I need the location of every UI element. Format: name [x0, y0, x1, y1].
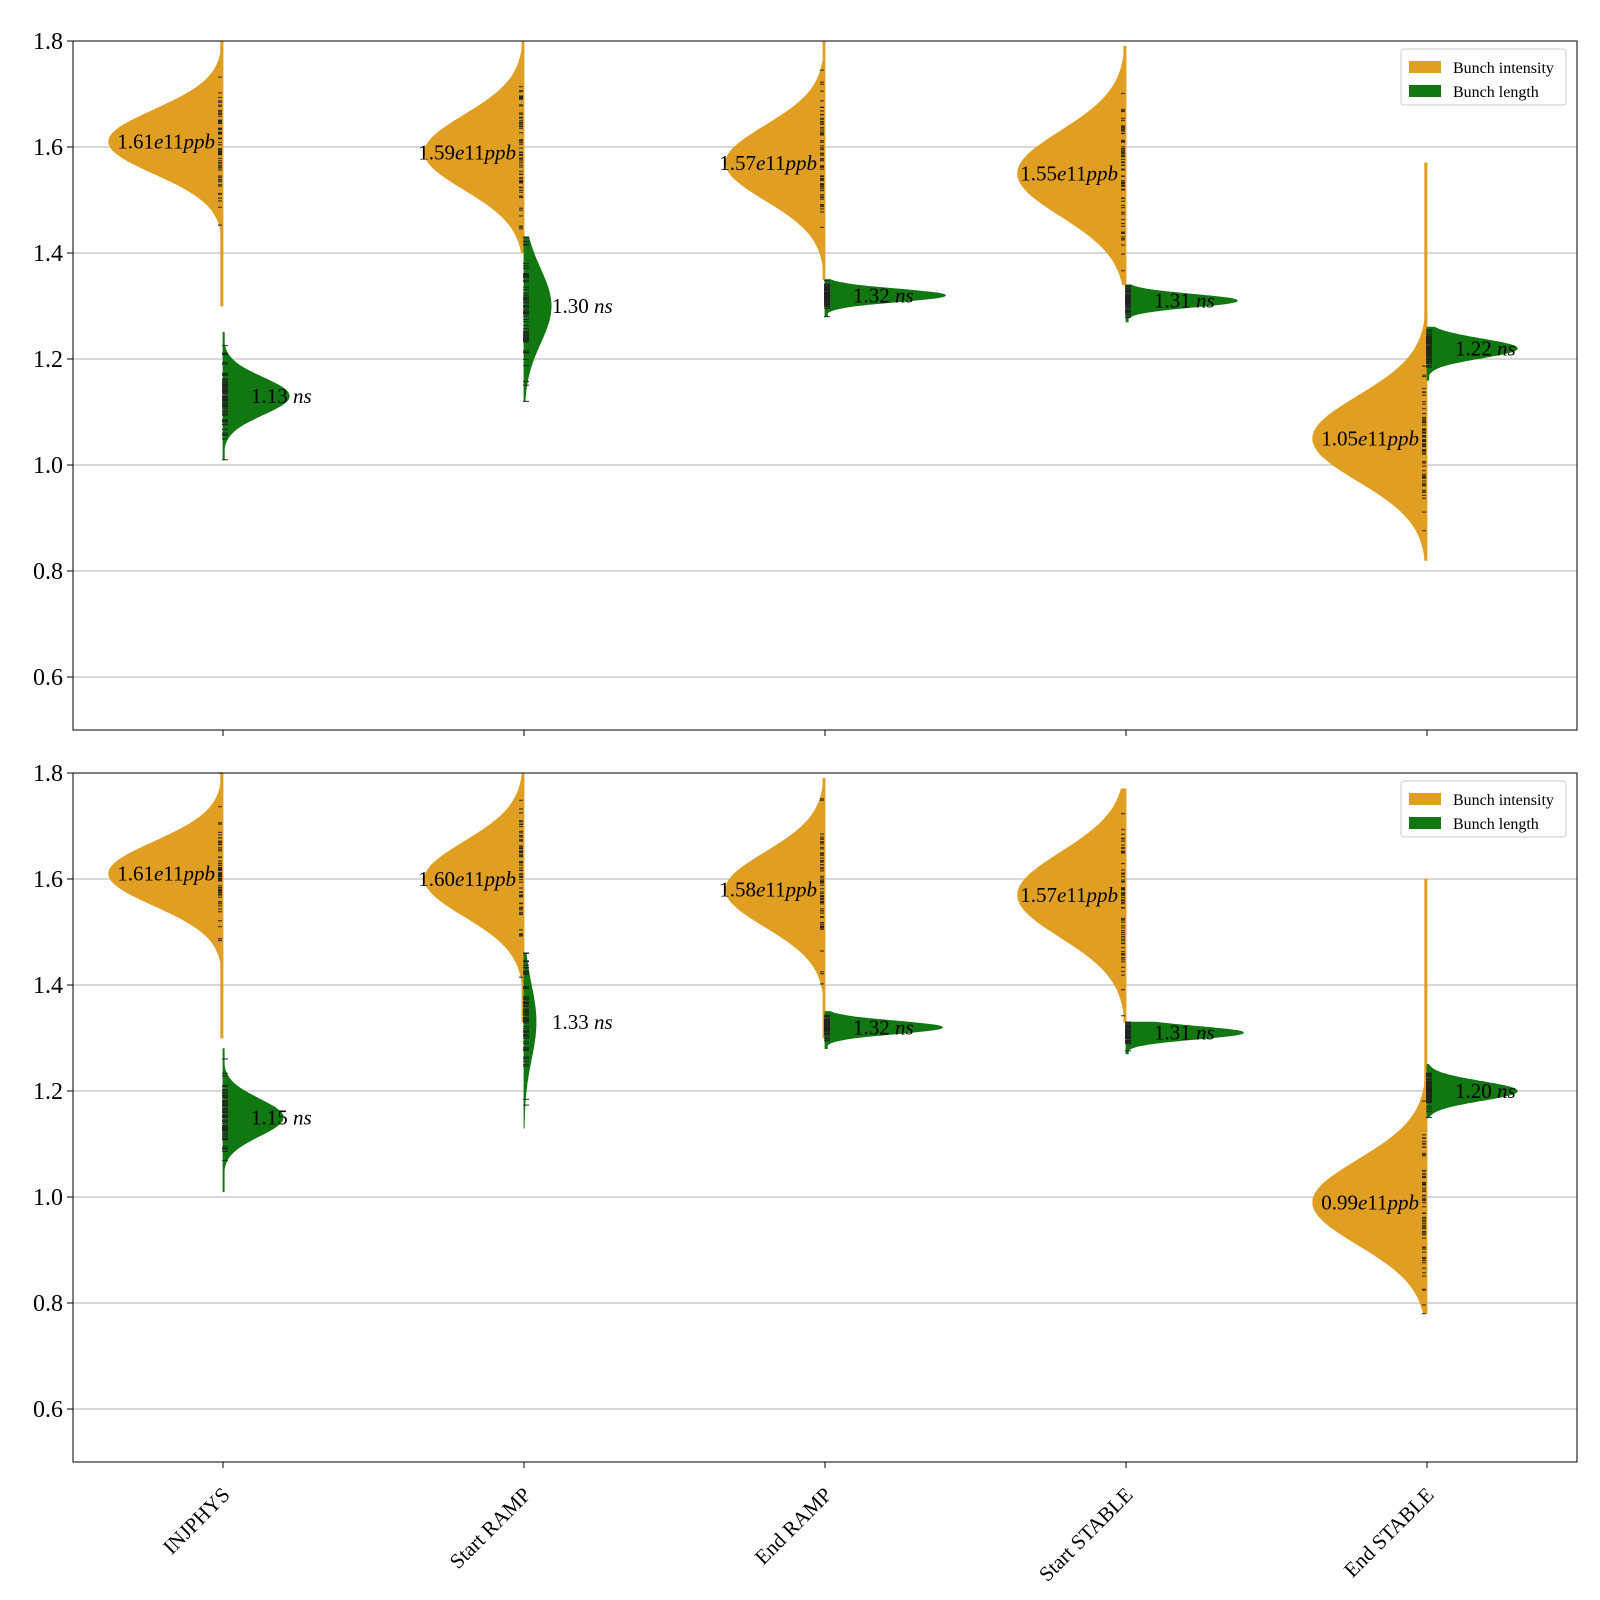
violin-samples	[523, 236, 529, 402]
violin-left-injphys	[108, 772, 224, 1039]
value-label-right: 1.22 ns	[1455, 336, 1516, 360]
violin-left-start-stable	[1017, 45, 1127, 286]
y-tick-label: 1.2	[33, 1079, 63, 1105]
y-tick-label: 0.8	[33, 1291, 63, 1317]
y-tick-label: 1.6	[33, 135, 63, 161]
y-tick-label: 0.6	[33, 665, 63, 691]
violin-right-start-stable	[1125, 284, 1238, 323]
violin-samples	[824, 1014, 830, 1042]
value-label-right: 1.33 ns	[552, 1010, 613, 1034]
value-label-left: 1.60e11ppb	[418, 867, 516, 891]
violin-left-injphys	[108, 40, 224, 307]
value-label-left: 1.05e11ppb	[1321, 427, 1419, 451]
value-label-left: 1.55e11ppb	[1020, 162, 1118, 186]
y-tick-label: 1.4	[33, 241, 63, 267]
value-label-left: 1.61e11ppb	[117, 862, 215, 886]
violin-samples	[1125, 285, 1131, 319]
legend-box	[1400, 48, 1567, 106]
legend-swatch	[1409, 61, 1441, 73]
violin-samples	[1121, 813, 1125, 1017]
violin-samples	[222, 1058, 228, 1162]
value-label-left: 1.61e11ppb	[117, 130, 215, 154]
violin-samples	[820, 798, 824, 985]
value-label-left: 1.58e11ppb	[719, 878, 817, 902]
violin-samples	[519, 86, 523, 230]
y-tick-label: 1.4	[33, 973, 63, 999]
legend-swatch	[1409, 817, 1441, 829]
value-label-right: 1.31 ns	[1154, 289, 1215, 313]
violin-right-end-ramp	[824, 279, 946, 317]
value-label-right: 1.32 ns	[853, 1015, 914, 1039]
x-tick-label: Start STABLE	[1034, 1483, 1138, 1587]
violin-left-start-ramp	[424, 772, 525, 1023]
violin-left-end-stable	[1312, 878, 1428, 1314]
legend: Bunch intensity Bunch length	[1400, 780, 1567, 838]
violin-right-start-ramp	[523, 952, 537, 1129]
y-tick-label: 1.0	[33, 453, 63, 479]
legend-label: Bunch intensity	[1453, 792, 1554, 809]
value-label-right: 1.31 ns	[1154, 1021, 1215, 1045]
value-label-right: 1.32 ns	[853, 283, 914, 307]
violin-right-injphys	[222, 1048, 284, 1193]
violin-samples	[1121, 92, 1125, 272]
violin-right-start-ramp	[523, 236, 552, 402]
y-tick-label: 0.8	[33, 559, 63, 585]
value-label-right: 1.30 ns	[552, 294, 613, 318]
violin-samples	[824, 279, 830, 318]
violin-left-end-ramp	[725, 40, 826, 280]
plot-frame	[72, 772, 1578, 1463]
x-tick-label: Start RAMP	[445, 1483, 536, 1574]
violin-samples	[523, 952, 529, 1106]
value-label-left: 1.57e11ppb	[1020, 883, 1118, 907]
value-label-left: 0.99e11ppb	[1321, 1190, 1419, 1214]
legend-label: Bunch length	[1453, 84, 1539, 101]
y-tick-label: 1.8	[33, 29, 63, 55]
violin-right-end-stable	[1426, 1064, 1518, 1118]
legend-box	[1400, 780, 1567, 838]
violin-samples	[1426, 329, 1432, 368]
violin-samples	[820, 69, 824, 228]
value-label-right: 1.15 ns	[251, 1106, 312, 1130]
violin-right-end-stable	[1426, 326, 1518, 381]
violin-samples	[218, 772, 222, 942]
y-tick-label: 1.0	[33, 1185, 63, 1211]
legend-label: Bunch intensity	[1453, 60, 1554, 77]
legend-swatch	[1409, 793, 1441, 805]
violin-left-end-stable	[1312, 162, 1428, 561]
violin-right-end-ramp	[824, 1011, 943, 1049]
chart-panel-1: 0.6 0.8 1.0 1.2 1.4 1.6 1.8 1.61e11ppb 1.59e11pp…	[33, 29, 1578, 736]
violin-samples	[1125, 1021, 1131, 1052]
legend-swatch	[1409, 85, 1441, 97]
y-tick-label: 1.6	[33, 867, 63, 893]
violin-samples	[218, 76, 222, 226]
y-tick-label: 1.8	[33, 761, 63, 787]
violin-left-start-stable	[1017, 788, 1127, 1023]
violin-left-end-ramp	[725, 777, 826, 1039]
legend: Bunch intensity Bunch length	[1400, 48, 1567, 106]
y-tick-label: 1.2	[33, 347, 63, 373]
violin-samples	[222, 344, 228, 461]
x-tick-label: End RAMP	[750, 1483, 837, 1570]
y-tick-label: 0.6	[33, 1397, 63, 1423]
violin-samples	[1422, 1100, 1426, 1315]
violin-left-start-ramp	[424, 40, 525, 254]
violin-right-start-stable	[1125, 1021, 1244, 1055]
chart-panel-2: 0.6 0.8 1.0 1.2 1.4 1.6 1.8 1.61e11ppb 1.60e11pp…	[33, 761, 1578, 1587]
violin-samples	[1426, 1072, 1432, 1119]
value-label-right: 1.13 ns	[251, 384, 312, 408]
value-label-left: 1.59e11ppb	[418, 140, 516, 164]
violin-samples	[519, 799, 523, 978]
x-tick-label: INJPHYS	[158, 1483, 234, 1559]
value-label-right: 1.20 ns	[1455, 1079, 1516, 1103]
value-label-left: 1.57e11ppb	[719, 151, 817, 175]
plot-frame	[72, 40, 1578, 731]
x-tick-label: End STABLE	[1339, 1483, 1439, 1583]
violin-samples	[1422, 365, 1426, 532]
legend-label: Bunch length	[1453, 816, 1539, 833]
